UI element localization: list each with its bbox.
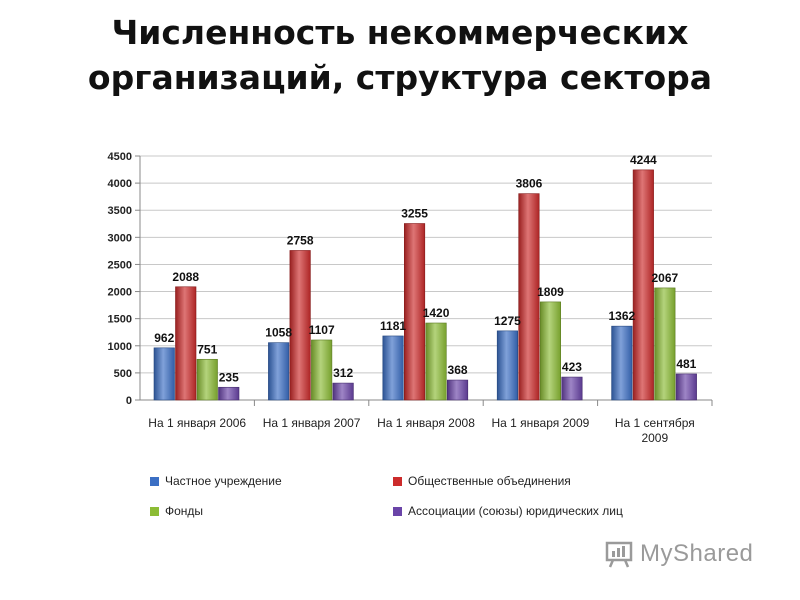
x-tick-label: 2009 <box>641 431 668 445</box>
data-label: 235 <box>219 370 239 384</box>
legend-item-funds: Фонды <box>150 504 203 518</box>
axes: 0 500 1000 1500 2000 2500 3000 3500 4000 4500 На 1… <box>108 151 713 445</box>
data-label: 423 <box>562 360 582 374</box>
data-label: 4244 <box>630 153 657 167</box>
y-tick-label: 500 <box>114 368 132 380</box>
legend-swatch <box>393 506 402 516</box>
watermark: MyShared <box>604 536 753 572</box>
legend-swatch <box>150 476 159 486</box>
data-label: 3255 <box>401 207 428 221</box>
watermark-text: MyShared <box>640 540 754 567</box>
data-label: 368 <box>448 363 468 377</box>
data-label: 1420 <box>423 306 450 320</box>
bar <box>311 339 333 401</box>
legend-label: Ассоциации (союзы) юридических лиц <box>408 504 623 518</box>
y-tick-label: 0 <box>126 395 132 407</box>
bar <box>561 376 583 401</box>
bar <box>218 386 240 401</box>
y-tick-label: 4500 <box>108 151 132 163</box>
data-label: 312 <box>333 366 353 380</box>
title-line-1: Численность некоммерческих <box>111 13 689 52</box>
data-label: 1809 <box>537 285 564 299</box>
bar <box>611 325 633 401</box>
legend: Частное учреждение Общественные объедине… <box>150 474 710 528</box>
legend-item-associations: Ассоциации (союзы) юридических лиц <box>393 504 623 518</box>
legend-label: Общественные объединения <box>408 474 571 488</box>
legend-swatch <box>393 476 402 486</box>
y-tick-label: 4000 <box>108 178 132 190</box>
bar <box>632 169 654 401</box>
data-label: 2758 <box>287 233 314 247</box>
data-label: 962 <box>154 331 174 345</box>
bar <box>518 193 540 401</box>
y-tick-label: 2500 <box>108 259 132 271</box>
legend-item-public-associations: Общественные объединения <box>393 474 571 488</box>
data-label: 1275 <box>494 314 521 328</box>
data-label: 2088 <box>172 270 199 284</box>
bar <box>289 250 311 401</box>
data-label: 2067 <box>651 271 678 285</box>
legend-swatch <box>150 506 159 516</box>
legend-label: Фонды <box>165 504 204 518</box>
x-tick-label: На 1 января 2008 <box>377 416 475 430</box>
data-label: 481 <box>676 357 696 371</box>
bar-chart: 0 500 1000 1500 2000 2500 3000 3500 4000 4500 На 1… <box>108 151 713 445</box>
y-tick-label: 2000 <box>108 287 132 299</box>
y-tick-label: 3000 <box>108 232 132 244</box>
legend-label: Частное учреждение <box>165 474 282 488</box>
grid-lines <box>140 155 712 374</box>
bars <box>153 169 697 401</box>
bar <box>675 373 697 401</box>
data-label: 1058 <box>265 326 292 340</box>
data-label: 3806 <box>516 177 543 191</box>
y-tick-label: 1000 <box>108 341 132 353</box>
bar <box>446 379 469 401</box>
presentation-board-icon <box>605 541 633 568</box>
x-tick-label: На 1 января 2009 <box>492 416 590 430</box>
data-label: 1107 <box>309 323 335 337</box>
x-tick-label: На 1 января 2007 <box>263 416 361 430</box>
legend-item-private-institution: Частное учреждение <box>150 474 282 488</box>
bar <box>496 330 519 401</box>
data-label: 1362 <box>608 309 635 323</box>
bar <box>175 286 197 401</box>
x-tick-label: На 1 января 2006 <box>148 416 246 430</box>
data-labels: 962 1058 1181 1275 1362 2088 2758 3255 3806 4244 7… <box>154 153 696 384</box>
bar <box>196 358 218 401</box>
bar <box>425 322 447 401</box>
y-tick-label: 3500 <box>108 205 132 217</box>
title-line-2: организаций, структура сектора <box>87 58 713 97</box>
bar <box>539 301 562 401</box>
bar <box>382 335 404 401</box>
y-tick-label: 1500 <box>108 314 132 326</box>
bar <box>403 223 426 401</box>
bar <box>332 382 354 401</box>
x-tick-label: На 1 сентября <box>615 416 695 430</box>
bar <box>153 347 175 401</box>
data-label: 751 <box>197 342 217 356</box>
bar <box>268 342 290 401</box>
data-label: 1181 <box>380 319 406 333</box>
bar <box>654 287 676 401</box>
slide-title: Численность некоммерческих организаций, … <box>40 10 760 100</box>
